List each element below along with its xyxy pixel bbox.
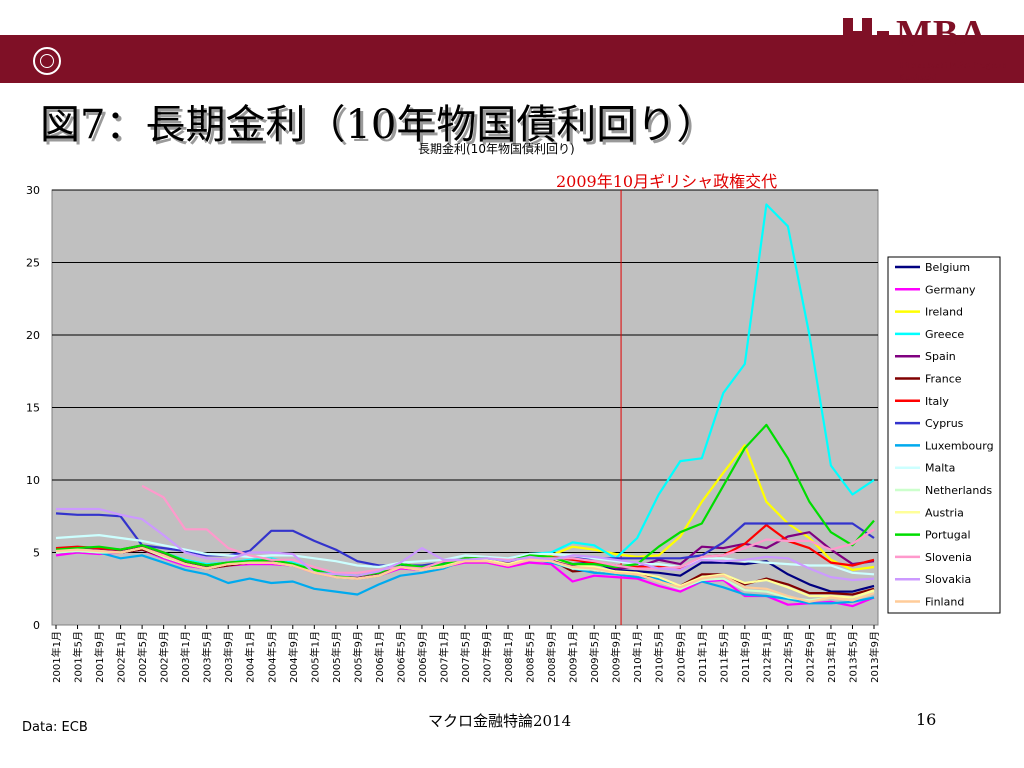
x-tick-label: 2006年5月: [394, 631, 407, 683]
x-tick-label: 2001年1月: [50, 631, 63, 683]
legend-label-luxembourg: Luxembourg: [925, 439, 994, 452]
legend-label-ireland: Ireland: [925, 306, 963, 319]
x-tick-label: 2002年9月: [158, 631, 171, 683]
x-tick-label: 2012年9月: [803, 631, 816, 683]
y-tick-label: 15: [26, 402, 40, 415]
legend-label-belgium: Belgium: [925, 261, 970, 274]
x-tick-label: 2007年9月: [481, 631, 494, 683]
x-tick-label: 2002年1月: [115, 631, 128, 683]
header-banner: [0, 35, 1024, 83]
x-tick-label: 2011年1月: [696, 631, 709, 683]
x-tick-label: 2005年1月: [308, 631, 321, 683]
x-tick-label: 2005年9月: [351, 631, 364, 683]
x-tick-label: 2013年5月: [846, 631, 859, 683]
x-tick-label: 2012年5月: [782, 631, 795, 683]
legend-label-greece: Greece: [925, 328, 964, 341]
x-tick-label: 2005年5月: [330, 631, 343, 683]
x-tick-label: 2012年1月: [760, 631, 773, 683]
y-tick-label: 20: [26, 329, 40, 342]
greece-event-annotation: 2009年10月ギリシャ政権交代: [556, 172, 778, 191]
mba-logo-text: MBA: [896, 13, 988, 55]
x-tick-label: 2002年5月: [136, 631, 149, 683]
x-tick-label: 2001年9月: [93, 631, 106, 683]
series-line-slovenia: [141, 484, 875, 574]
series-line-portugal: [55, 423, 875, 577]
legend-label-austria: Austria: [925, 506, 964, 519]
legend-label-france: France: [925, 373, 962, 386]
legend-label-italy: Italy: [925, 395, 949, 408]
x-tick-label: 2009年9月: [610, 631, 623, 683]
x-tick-label: 2010年9月: [674, 631, 687, 683]
x-tick-label: 2001年5月: [72, 631, 85, 683]
legend-label-netherlands: Netherlands: [925, 484, 992, 497]
x-tick-label: 2010年5月: [653, 631, 666, 683]
university-seal-icon: [33, 47, 61, 75]
x-tick-label: 2009年1月: [567, 631, 580, 683]
series-line-slovakia: [56, 507, 875, 582]
hitotsubashi-logo-icon: [843, 18, 889, 52]
series-line-finland: [55, 547, 875, 603]
legend-label-slovakia: Slovakia: [925, 573, 971, 586]
x-tick-label: 2007年5月: [459, 631, 472, 683]
x-tick-label: 2008年5月: [524, 631, 537, 683]
legend-label-spain: Spain: [925, 350, 956, 363]
legend-label-malta: Malta: [925, 462, 955, 475]
x-tick-label: 2011年9月: [739, 631, 752, 683]
page-number: 16: [916, 710, 937, 729]
y-tick-label: 25: [26, 257, 40, 270]
legend-label-germany: Germany: [925, 283, 976, 296]
x-tick-label: 2004年5月: [265, 631, 278, 683]
x-tick-label: 2008年9月: [545, 631, 558, 683]
legend-label-cyprus: Cyprus: [925, 417, 964, 430]
y-tick-label: 30: [26, 184, 40, 197]
x-tick-label: 2008年1月: [502, 631, 515, 683]
x-tick-label: 2003年1月: [179, 631, 192, 683]
legend-label-finland: Finland: [925, 596, 964, 609]
x-tick-label: 2003年5月: [201, 631, 214, 683]
x-tick-label: 2004年9月: [287, 631, 300, 683]
legend-label-slovenia: Slovenia: [925, 551, 972, 564]
course-name: マクロ金融特論2014: [428, 712, 572, 730]
x-tick-label: 2013年9月: [868, 631, 881, 683]
x-tick-label: 2006年9月: [416, 631, 429, 683]
y-tick-label: 0: [33, 619, 40, 632]
x-tick-label: 2010年1月: [631, 631, 644, 683]
x-tick-label: 2013年1月: [825, 631, 838, 683]
y-tick-label: 5: [33, 547, 40, 560]
mba-program-name: Hitotsubashi MBA Program: [898, 60, 1007, 70]
x-tick-label: 2011年5月: [717, 631, 730, 683]
chart-title: 長期金利(10年物国債利回り): [418, 142, 575, 156]
legend-label-portugal: Portugal: [925, 529, 971, 542]
slide-title: 図7：長期金利（10年物国債利回り）: [40, 102, 717, 148]
x-tick-label: 2009年5月: [588, 631, 601, 683]
mba-campus-name: Kunitachi: [898, 72, 937, 82]
data-source: Data: ECB: [22, 720, 88, 735]
y-tick-label: 10: [26, 474, 40, 487]
x-tick-label: 2003年9月: [222, 631, 235, 683]
x-tick-label: 2006年1月: [373, 631, 386, 683]
x-tick-label: 2007年1月: [437, 631, 450, 683]
x-tick-label: 2004年1月: [244, 631, 257, 683]
legend-box: [887, 256, 1001, 614]
